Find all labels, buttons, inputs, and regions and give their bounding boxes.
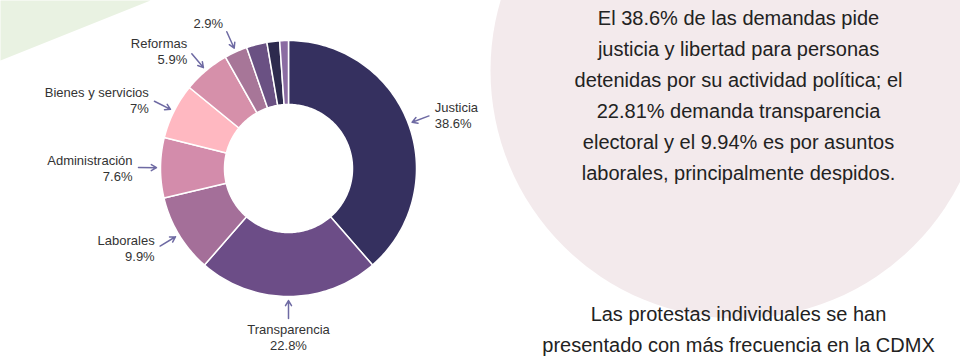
svg-text:Administración7.6%: Administración7.6%: [47, 153, 133, 184]
svg-text:Laborales9.9%: Laborales9.9%: [98, 233, 156, 264]
svg-text:Las protestas individuales se: Las protestas individuales se hanpresent…: [542, 303, 934, 356]
svg-text:Justicia38.6%: Justicia38.6%: [435, 100, 479, 131]
svg-text:Transparencia22.8%: Transparencia22.8%: [247, 322, 330, 353]
svg-text:Bienes y servicios7%: Bienes y servicios7%: [45, 85, 150, 116]
svg-text:El 38.6% de las demandas pidej: El 38.6% de las demandas pidejusticia y …: [575, 7, 903, 184]
svg-text:2.9%: 2.9%: [193, 16, 223, 31]
svg-text:Reformas5.9%: Reformas5.9%: [131, 36, 188, 67]
